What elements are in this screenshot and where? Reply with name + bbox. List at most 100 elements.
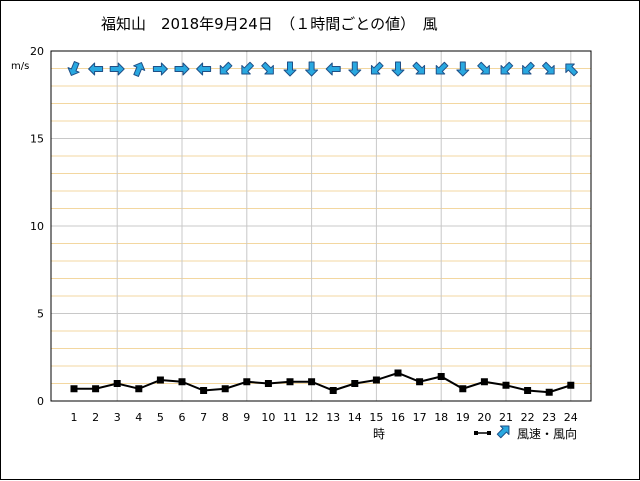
arrow-shape [370,61,384,75]
wind-arrow-icon [283,61,297,77]
arrow-shape [496,425,510,439]
arrow-shape [305,61,319,77]
arrow-shape [522,61,535,75]
x-tick-labels: 1 2 3 4 5 6 7 8 9 10 11 12 13 14 15 16 17 18 19 20 21 22 23 24 [71,411,578,424]
data-point [545,388,553,396]
data-point [264,380,272,387]
data-point [329,387,337,394]
x-tick-label: 23 [542,411,556,424]
x-tick-label: 19 [456,411,470,424]
wind-arrow-icon [500,61,514,75]
data-point [480,378,488,386]
x-tick-label: 3 [114,411,121,424]
arrow-shape [241,61,255,75]
chart-title: 福知山 2018年9月24日 （１時間ごとの値） 風 [101,15,438,33]
data-point [308,378,316,386]
x-tick-label: 13 [326,411,340,424]
wind-arrow-icon [477,61,490,75]
wind-arrow-icon [261,61,274,75]
x-tick-label: 15 [369,411,383,424]
arrow-shape [88,62,104,76]
data-point [459,385,467,393]
wind-arrow-icon [241,61,255,75]
data-point [524,387,532,394]
wind-direction-arrows [67,61,579,77]
wind-speed-series [70,369,575,396]
wind-arrow-icon [370,61,384,75]
x-tick-label: 24 [564,411,578,424]
wind-arrow-icon [67,61,80,76]
legend: 風速・風向 [474,425,577,441]
arrow-shape [152,62,168,76]
x-tick-label: 22 [521,411,535,424]
wind-arrow-icon [522,61,535,75]
legend-arrow-icon [496,425,510,439]
wind-arrow-icon [541,61,555,75]
wind-arrow-icon [325,62,341,76]
wind-arrow-icon [456,61,470,77]
y-tick-label: 15 [30,133,44,146]
wind-arrow-icon [219,61,233,75]
wind-arrow-icon [152,62,168,76]
wind-arrow-icon [565,63,579,77]
x-tick-label: 9 [243,411,250,424]
data-point [135,385,143,393]
x-tick-label: 20 [477,411,491,424]
arrow-shape [67,61,80,76]
plot-area-border [50,50,592,402]
x-tick-label: 16 [391,411,405,424]
data-point [416,378,424,386]
arrow-shape [283,61,297,77]
arrow-shape [477,61,490,75]
data-point [372,376,380,384]
x-tick-label: 4 [135,411,142,424]
y-axis-unit: m/s [11,61,29,72]
data-point [394,369,402,377]
x-tick-label: 6 [179,411,186,424]
y-tick-label: 5 [37,308,44,321]
data-point [92,385,100,393]
plot-border [50,50,592,402]
data-point [113,380,121,387]
wind-arrow-icon [348,61,362,77]
wind-arrow-icon [88,62,104,76]
arrow-shape [133,62,146,77]
grid [51,51,591,401]
wind-arrow-icon [174,62,190,76]
wind-arrow-icon [196,62,212,76]
x-tick-label: 17 [413,411,427,424]
legend-arrow-shape [496,425,510,439]
x-tick-label: 5 [157,411,164,424]
x-tick-label: 8 [222,411,229,424]
x-tick-label: 7 [200,411,207,424]
arrow-shape [109,62,125,76]
x-tick-label: 11 [283,411,297,424]
wind-arrow-icon [412,61,426,75]
wind-arrow-icon [435,61,449,75]
y-tick-label: 0 [37,395,44,408]
arrow-shape [500,61,514,75]
data-point [200,387,208,394]
data-point [351,380,359,387]
x-tick-label: 14 [348,411,362,424]
data-point [70,385,78,393]
x-tick-label: 12 [305,411,319,424]
arrow-shape [196,62,212,76]
x-axis-label: 時 [373,427,385,441]
y-tick-label: 20 [30,45,44,58]
legend-marker-sample [487,431,491,435]
x-tick-label: 21 [499,411,513,424]
data-point [156,376,164,384]
legend-label: 風速・風向 [517,426,577,441]
arrow-shape [325,62,341,76]
y-tick-labels: 0 5 10 15 20 [30,45,44,408]
x-tick-label: 18 [434,411,448,424]
data-point [178,378,186,386]
data-point [567,381,575,389]
legend-marker-sample [474,431,478,435]
wind-arrow-icon [305,61,319,77]
arrow-shape [348,61,362,77]
arrow-shape [435,61,449,75]
arrow-shape [174,62,190,76]
x-tick-label: 2 [92,411,99,424]
